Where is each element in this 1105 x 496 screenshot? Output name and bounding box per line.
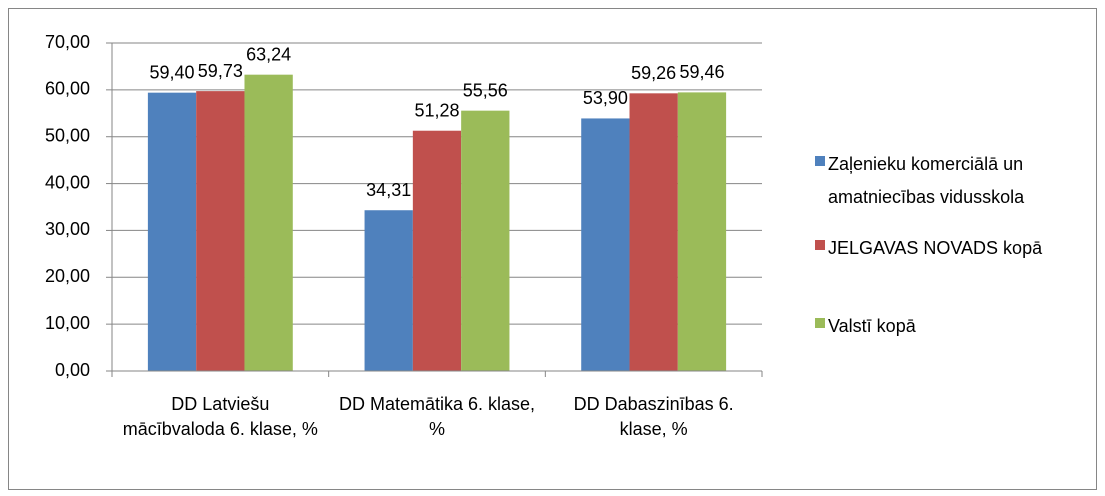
bar	[629, 93, 678, 371]
bar	[147, 92, 197, 371]
bar	[244, 74, 293, 372]
legend-swatch	[815, 156, 825, 166]
legend-swatch	[815, 240, 825, 250]
legend-label: Zaļenieku komerciālā un amatniecības vid…	[828, 154, 1025, 207]
data-label: 59,46	[679, 62, 724, 82]
bar	[677, 92, 727, 372]
legend-label: JELGAVAS NOVADS kopā	[828, 238, 1043, 258]
y-tick-label: 60,00	[45, 79, 90, 99]
data-label: 55,56	[463, 80, 508, 100]
data-label: 51,28	[414, 100, 459, 120]
x-tick-label: DD Matemātika 6. klase, %	[338, 394, 536, 439]
data-label: 34,31	[366, 180, 411, 200]
x-tick-label: DD Dabaszinības 6. klase, %	[573, 394, 734, 439]
data-label: 59,73	[198, 61, 243, 81]
legend-label: Valstī kopā	[828, 316, 916, 336]
bar	[412, 130, 462, 371]
bar	[364, 210, 413, 371]
bar	[581, 118, 630, 371]
data-label: 59,40	[150, 62, 195, 82]
x-tick-label: DD Latviešu mācībvaloda 6. klase, %	[122, 394, 318, 439]
y-tick-label: 30,00	[45, 219, 90, 239]
data-label: 59,26	[631, 63, 676, 83]
y-tick-label: 10,00	[45, 313, 90, 333]
legend-swatch	[815, 318, 825, 328]
bar	[461, 110, 510, 371]
y-tick-label: 20,00	[45, 266, 90, 286]
bar	[196, 91, 245, 371]
y-tick-label: 40,00	[45, 172, 90, 192]
data-label: 53,90	[583, 88, 628, 108]
y-tick-label: 50,00	[45, 125, 90, 145]
data-label: 63,24	[246, 44, 291, 64]
y-tick-label: 0,00	[55, 360, 90, 380]
y-tick-label: 70,00	[45, 32, 90, 52]
